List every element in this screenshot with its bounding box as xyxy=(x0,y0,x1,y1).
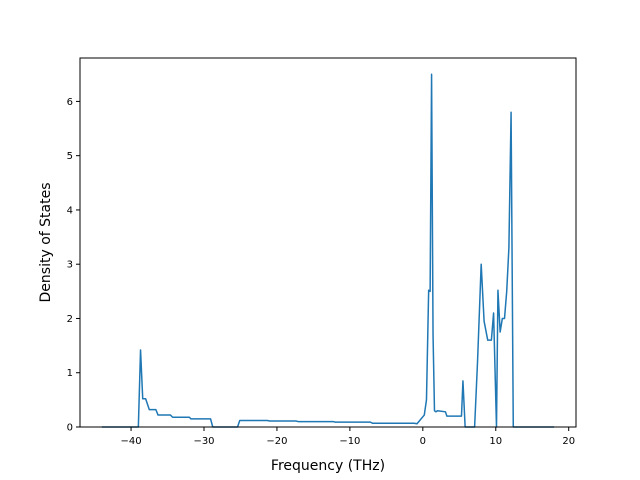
plot-area xyxy=(101,73,555,428)
dos-series-line xyxy=(101,73,555,428)
y-axis-ticks: 0 1 2 3 4 5 6 xyxy=(67,97,80,434)
x-axis-label: Frequency (THz) xyxy=(271,458,385,474)
plot-frame xyxy=(79,57,577,428)
x-tick-label: −30 xyxy=(193,436,214,447)
x-tick-label: −20 xyxy=(266,436,287,447)
y-tick-label: 1 xyxy=(67,368,73,379)
x-tick-label: 10 xyxy=(489,436,502,447)
x-tick-label: −40 xyxy=(121,436,142,447)
x-tick-label: 0 xyxy=(420,436,426,447)
y-tick-label: 2 xyxy=(67,314,73,325)
y-tick-label: 6 xyxy=(67,97,73,108)
y-tick-label: 4 xyxy=(67,205,73,216)
y-tick-label: 5 xyxy=(67,151,73,162)
y-axis-label: Density of States xyxy=(38,183,54,303)
y-tick-label: 0 xyxy=(67,423,73,434)
y-tick-label: 3 xyxy=(67,260,73,271)
x-tick-label: 20 xyxy=(562,436,575,447)
x-tick-label: −10 xyxy=(339,436,360,447)
x-axis-ticks: −40 −30 −20 −10 0 10 20 xyxy=(121,427,575,447)
